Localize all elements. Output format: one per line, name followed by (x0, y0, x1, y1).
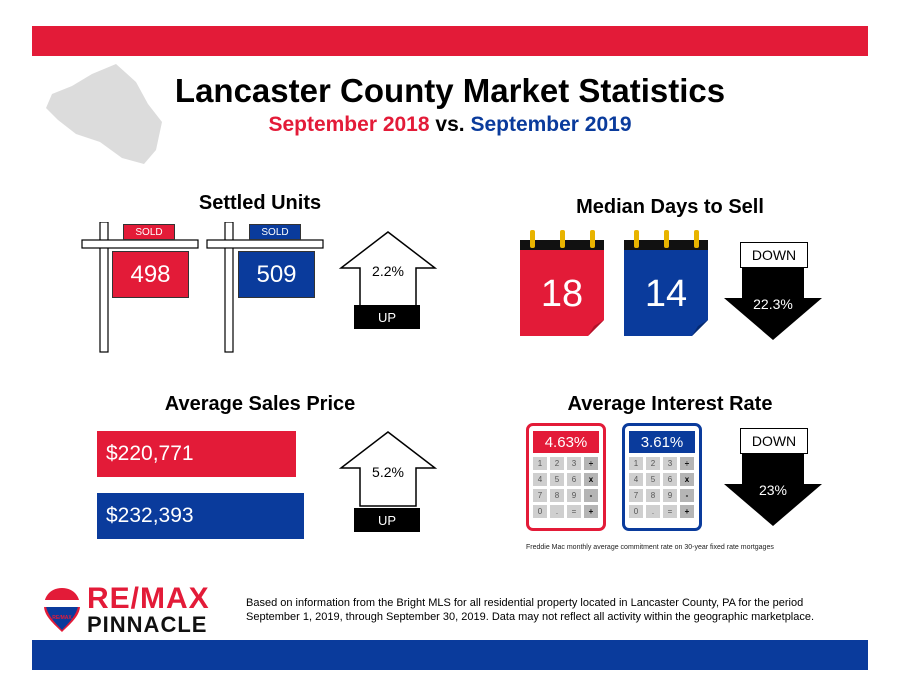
calculator-key: = (663, 505, 677, 518)
settled-units-change: 2.2% (372, 263, 404, 279)
calculator-key: . (646, 505, 660, 518)
disclaimer-text: Based on information from the Bright MLS… (246, 597, 815, 623)
settled-units-2018-value: 498 (112, 251, 189, 298)
calculator-key: - (680, 489, 694, 502)
calculator-key: 3 (663, 457, 677, 470)
calendar-ring-icon (530, 230, 535, 248)
calculator-key: 4 (533, 473, 547, 486)
settled-units-direction: UP (354, 305, 420, 329)
interest-rate-change: 23% (758, 482, 788, 498)
calculator-key: . (550, 505, 564, 518)
calculator-key: 6 (663, 473, 677, 486)
calculator-key: 9 (663, 489, 677, 502)
average-price-2019-bar: $232,393 (97, 493, 304, 539)
calculator-key: 5 (550, 473, 564, 486)
calendar-2019 (624, 240, 708, 336)
calendar-ring-icon (634, 230, 639, 248)
subtitle-vs: vs. (435, 113, 465, 136)
calculator-key: 1 (629, 457, 643, 470)
interest-rate-title: Average Interest Rate (567, 393, 773, 415)
calendar-ring-icon (560, 230, 565, 248)
calculator-key: 2 (646, 457, 660, 470)
median-days-2019-value: 14 (644, 272, 688, 315)
interest-rate-direction: DOWN (740, 428, 808, 454)
median-days-2018-value: 18 (540, 272, 584, 315)
calculator-key: x (584, 473, 598, 486)
page-curl-icon (588, 320, 604, 336)
balloon-logo-icon (44, 588, 80, 632)
page-title: Lancaster County Market Statistics (174, 72, 726, 109)
median-days-direction: DOWN (740, 242, 808, 268)
interest-rate-2018-value: 4.63% (533, 431, 599, 453)
sold-tag-2018: SOLD (123, 224, 175, 240)
sold-sign-post-2019 (206, 222, 324, 353)
calculator-key: 9 (567, 489, 581, 502)
subtitle-2019: September 2019 (470, 113, 632, 136)
median-days-down-arrow-icon (724, 268, 822, 340)
sold-sign-post-2018 (81, 222, 199, 353)
average-price-title: Average Sales Price (164, 393, 356, 415)
calculator-2018: 4.63% 1 2 3 ÷ 4 5 6 x 7 8 9- 0. = + (526, 423, 606, 531)
median-days-title: Median Days to Sell (576, 196, 764, 218)
calculator-key: ÷ (680, 457, 694, 470)
average-price-direction: UP (354, 508, 420, 532)
page-curl-icon (692, 320, 708, 336)
calculator-key: x (680, 473, 694, 486)
calculator-key: 7 (533, 489, 547, 502)
calculator-key: 7 (629, 489, 643, 502)
median-days-change: 22.3% (753, 296, 793, 312)
brand-office: PINNACLE (87, 612, 208, 637)
calculator-key: 1 (533, 457, 547, 470)
calculator-key: 8 (646, 489, 660, 502)
calculator-key: + (584, 505, 598, 518)
calendar-ring-icon (590, 230, 595, 248)
top-red-band (32, 26, 868, 56)
calendar-ring-icon (694, 230, 699, 248)
settled-units-2019-value: 509 (238, 251, 315, 298)
average-price-up-arrow-icon (338, 431, 438, 507)
interest-rate-down-arrow-icon (724, 454, 822, 526)
calculator-key: 4 (629, 473, 643, 486)
interest-rate-2019-value: 3.61% (629, 431, 695, 453)
calculator-key: ÷ (584, 457, 598, 470)
calculator-key: - (584, 489, 598, 502)
bottom-blue-band (32, 640, 868, 670)
county-map-icon (46, 64, 162, 164)
brand-name: RE/MAX (87, 582, 210, 615)
calculator-key: 3 (567, 457, 581, 470)
sold-tag-2019: SOLD (249, 224, 301, 240)
subtitle-2018: September 2018 (268, 113, 430, 136)
balloon-logo-text: RE/MAX (52, 615, 72, 621)
calculator-keypad: 1 2 3 ÷ 4 5 6 x 7 8 9- 0. = + (533, 457, 603, 518)
calendar-2018 (520, 240, 604, 336)
settled-units-title: Settled Units (198, 192, 322, 214)
calculator-key: + (680, 505, 694, 518)
average-price-2018-bar: $220,771 (97, 431, 296, 477)
calculator-key: 8 (550, 489, 564, 502)
calculator-keypad: 1 2 3 ÷ 4 5 6 x 7 8 9- 0. = + (629, 457, 699, 518)
calculator-key: 0 (533, 505, 547, 518)
calculator-key: 5 (646, 473, 660, 486)
page-subtitle: September 2018 vs. September 2019 (120, 113, 780, 137)
calculator-key: 0 (629, 505, 643, 518)
average-price-change: 5.2% (372, 464, 404, 480)
calculator-2019: 3.61% 1 2 3 ÷ 4 5 6 x 7 8 9- 0. = + (622, 423, 702, 531)
calculator-key: = (567, 505, 581, 518)
calculator-key: 2 (550, 457, 564, 470)
interest-rate-footnote: Freddie Mac monthly average commitment r… (526, 544, 774, 551)
calculator-key: 6 (567, 473, 581, 486)
calendar-ring-icon (664, 230, 669, 248)
